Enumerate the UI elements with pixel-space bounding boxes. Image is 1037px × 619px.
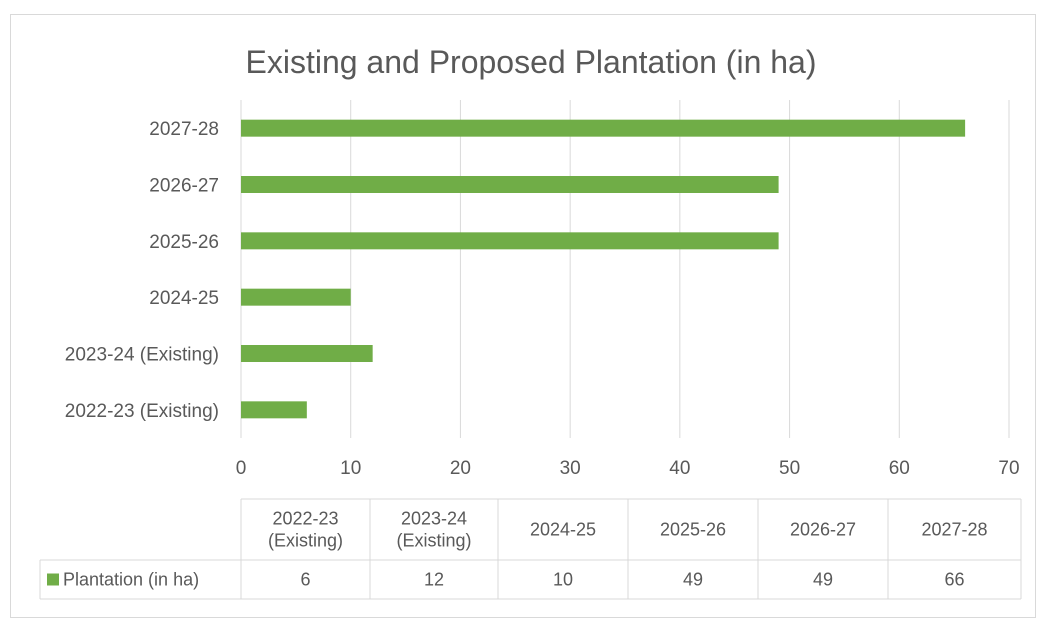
bar	[241, 119, 966, 137]
table-value-cell: 49	[683, 570, 703, 590]
bar	[241, 401, 307, 419]
x-tick-label: 0	[236, 458, 247, 479]
table-value-cell: 6	[300, 570, 310, 590]
table-header-cell: (Existing)	[396, 531, 471, 551]
chart-title: Existing and Proposed Plantation (in ha)	[245, 44, 816, 80]
value-axis-ticks: 0 10 20 30 40 50 60 70	[236, 458, 1020, 479]
bar	[241, 345, 373, 362]
category-label: 2022-23 (Existing)	[65, 401, 219, 422]
legend-swatch	[47, 573, 59, 586]
x-tick-label: 40	[669, 458, 690, 479]
x-tick-label: 20	[450, 458, 471, 479]
table-header-cell: (Existing)	[268, 531, 343, 551]
category-label: 2026-27	[149, 176, 219, 197]
table-header-cell: 2023-24	[401, 509, 467, 529]
series-name: Plantation (in ha)	[63, 570, 199, 590]
gridlines	[240, 100, 1010, 438]
category-label: 2027-28	[149, 119, 219, 140]
bar	[241, 232, 779, 250]
x-tick-label: 10	[340, 458, 361, 479]
table-value-cell: 12	[424, 570, 444, 590]
x-tick-label: 30	[560, 458, 581, 479]
table-header-cell: 2022-23	[272, 509, 338, 529]
table-value-cell: 49	[813, 570, 833, 590]
chart-frame: Existing and Proposed Plantation (in ha)…	[10, 14, 1036, 618]
data-table: 2022-23(Existing)2023-24(Existing)2024-2…	[39, 498, 1022, 600]
category-label: 2024-25	[149, 288, 219, 309]
table-value-cell: 66	[944, 570, 964, 590]
bars	[241, 119, 966, 419]
plantation-bar-chart: Existing and Proposed Plantation (in ha)…	[39, 44, 1022, 600]
x-tick-label: 60	[889, 458, 910, 479]
table-header-cell: 2024-25	[530, 520, 596, 540]
table-header-cell: 2026-27	[790, 520, 856, 540]
x-tick-label: 70	[998, 458, 1019, 479]
table-header-cell: 2027-28	[921, 520, 987, 540]
category-axis-labels: 2027-28 2026-27 2025-26 2024-25 2023-24 (Exi…	[65, 119, 219, 422]
bar	[241, 176, 779, 193]
category-label: 2023-24 (Existing)	[65, 345, 219, 366]
bar	[241, 288, 351, 306]
table-header-cell: 2025-26	[660, 520, 726, 540]
x-tick-label: 50	[779, 458, 800, 479]
category-label: 2025-26	[149, 232, 219, 253]
table-value-cell: 10	[553, 570, 573, 590]
